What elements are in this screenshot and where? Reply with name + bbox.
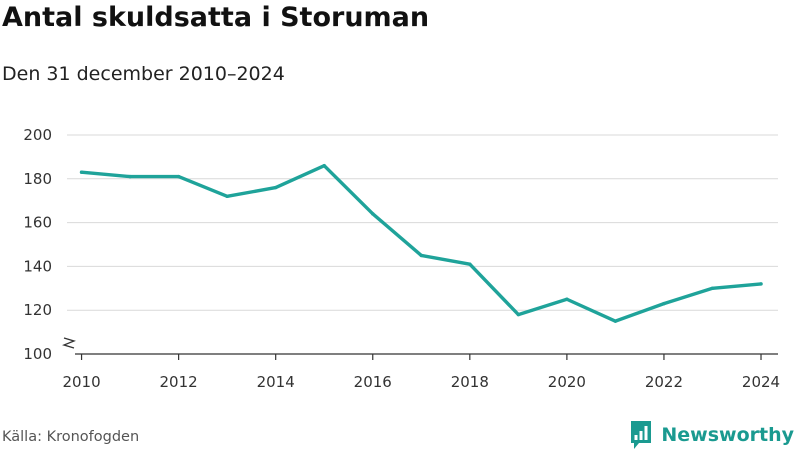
y-axis: 100 120 140 160 180 200 <box>23 126 76 363</box>
data-point-2015 <box>322 163 326 168</box>
source-note: Källa: Kronofogden <box>2 429 140 445</box>
gridlines <box>67 134 778 311</box>
data-point-2011 <box>128 174 132 179</box>
series-line-0 <box>79 163 763 323</box>
x-tick-label-2020: 2020 <box>548 373 586 391</box>
x-axis: 2010 2012 2014 2016 2018 2020 2022 2024 <box>62 353 780 391</box>
data-point-2010 <box>79 170 84 174</box>
data-point-2023 <box>710 286 715 290</box>
x-tick-label-2014: 2014 <box>257 373 295 391</box>
y-tick-label-140: 140 <box>23 257 52 275</box>
brand-logo: Newsworthy <box>629 420 794 450</box>
data-point-2022 <box>662 301 666 306</box>
y-tick-label-200: 200 <box>23 126 52 144</box>
x-tick-label-2010: 2010 <box>62 373 100 391</box>
data-point-2024 <box>759 282 763 286</box>
y-tick-label-180: 180 <box>23 170 52 188</box>
y-tick-label-120: 120 <box>23 301 52 319</box>
data-point-2012 <box>176 174 181 179</box>
data-point-2021 <box>613 319 618 323</box>
data-point-2018 <box>468 262 472 266</box>
y-tick-label-160: 160 <box>23 214 52 232</box>
chart-title: Antal skuldsatta i Storuman <box>2 2 430 33</box>
x-tick-label-2018: 2018 <box>451 373 489 391</box>
chart-subtitle: Den 31 december 2010–2024 <box>2 63 285 85</box>
x-tick-label-2022: 2022 <box>645 373 683 391</box>
data-point-2014 <box>273 185 278 190</box>
data-point-2013 <box>225 194 229 199</box>
series-layer <box>79 163 763 323</box>
x-tick-label-2016: 2016 <box>354 373 392 391</box>
axis-break-icon <box>62 337 76 349</box>
data-point-2020 <box>565 297 569 301</box>
data-point-2017 <box>419 253 423 258</box>
y-tick-label-100: 100 <box>23 345 52 363</box>
brand-name: Newsworthy <box>661 424 794 446</box>
data-point-2016 <box>371 212 375 216</box>
data-point-2019 <box>516 312 521 317</box>
x-tick-label-2012: 2012 <box>160 373 198 391</box>
bar-chart-speech-bubble-icon <box>631 421 652 449</box>
x-tick-label-2024: 2024 <box>742 373 780 391</box>
